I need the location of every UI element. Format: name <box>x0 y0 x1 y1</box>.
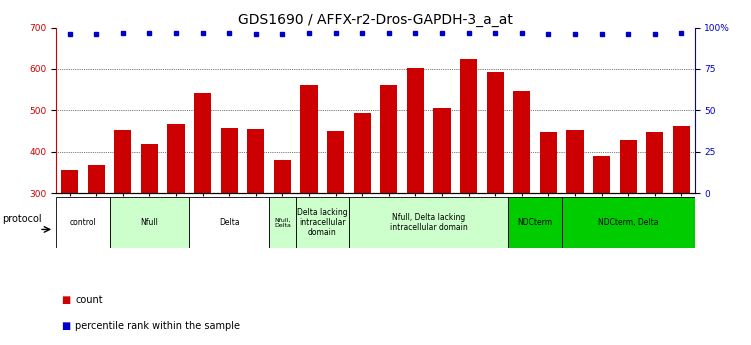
Bar <box>354 113 371 317</box>
Bar <box>140 144 158 317</box>
Bar <box>487 72 504 317</box>
Bar <box>189 197 269 248</box>
Text: Delta lacking
intracellular
domain: Delta lacking intracellular domain <box>297 208 348 237</box>
Text: ■: ■ <box>62 321 71 331</box>
Bar <box>114 130 131 317</box>
Bar <box>56 197 110 248</box>
Bar <box>380 85 397 317</box>
Bar <box>646 131 663 317</box>
Bar <box>327 131 344 317</box>
Bar <box>433 108 451 317</box>
Bar <box>566 130 584 317</box>
Text: NDCterm: NDCterm <box>517 218 553 227</box>
Text: Nfull: Nfull <box>140 218 158 227</box>
Bar <box>269 197 296 248</box>
Text: count: count <box>75 295 103 305</box>
Bar <box>296 197 349 248</box>
Bar <box>673 126 690 317</box>
Text: ■: ■ <box>62 295 71 305</box>
Text: Nfull, Delta lacking
intracellular domain: Nfull, Delta lacking intracellular domai… <box>390 213 468 232</box>
Text: control: control <box>70 218 96 227</box>
Bar <box>407 68 424 317</box>
Title: GDS1690 / AFFX-r2-Dros-GAPDH-3_a_at: GDS1690 / AFFX-r2-Dros-GAPDH-3_a_at <box>238 12 513 27</box>
Bar <box>513 90 530 317</box>
Bar <box>194 92 211 317</box>
Bar <box>540 132 557 317</box>
Bar <box>88 165 105 317</box>
Text: protocol: protocol <box>2 214 42 224</box>
Bar <box>620 140 637 317</box>
Bar <box>460 59 477 317</box>
Bar <box>349 197 508 248</box>
Bar <box>508 197 562 248</box>
Bar <box>274 160 291 317</box>
Text: Nfull,
Delta: Nfull, Delta <box>274 217 291 228</box>
Bar <box>221 128 238 317</box>
Bar <box>110 197 189 248</box>
Text: Delta: Delta <box>219 218 240 227</box>
Bar <box>593 156 611 317</box>
Bar <box>61 170 78 317</box>
Bar <box>247 129 264 317</box>
Text: NDCterm, Delta: NDCterm, Delta <box>598 218 659 227</box>
Text: percentile rank within the sample: percentile rank within the sample <box>75 321 240 331</box>
Bar <box>167 125 185 317</box>
Bar <box>300 85 318 317</box>
Bar <box>562 197 695 248</box>
